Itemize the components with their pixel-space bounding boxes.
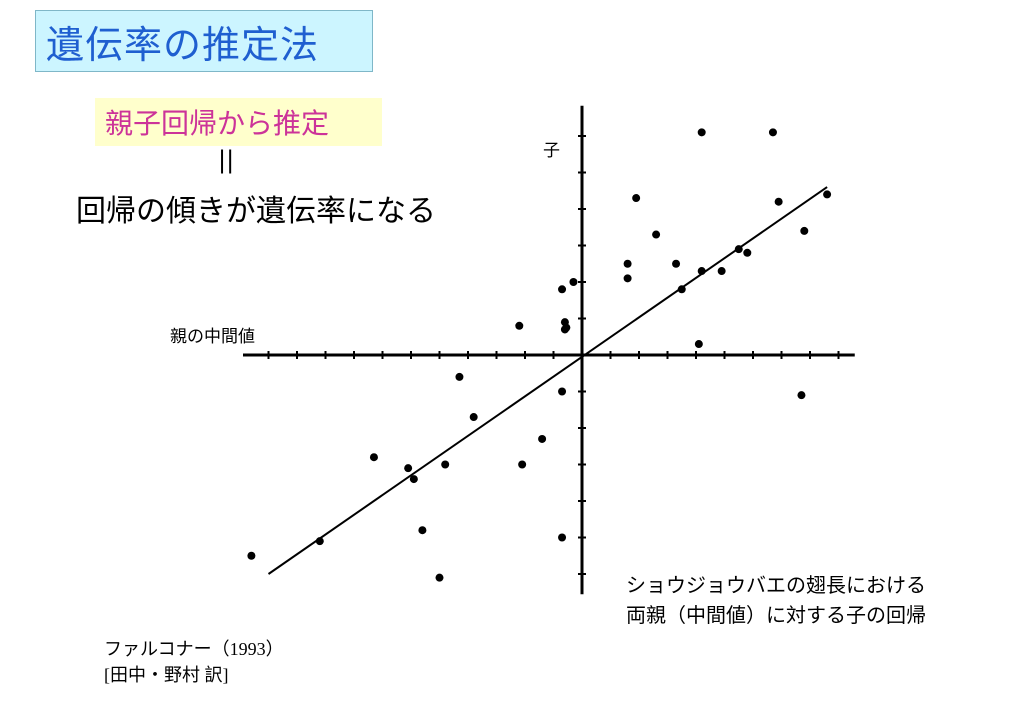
data-point	[694, 340, 703, 349]
data-point	[800, 226, 809, 235]
chart-ticks	[267, 135, 840, 575]
title-box: 遺伝率の推定法	[35, 10, 373, 72]
slide-title: 遺伝率の推定法	[46, 22, 320, 67]
source-author: ファルコナー（1993）	[104, 639, 284, 659]
slide-subtitle: 親子回帰から推定	[105, 107, 330, 140]
data-point	[774, 197, 783, 206]
data-point	[623, 274, 632, 283]
source-translator: [田中・野村 訳]	[104, 665, 229, 685]
data-point	[717, 267, 726, 276]
data-point	[315, 537, 324, 546]
data-point	[518, 460, 527, 469]
data-point	[441, 460, 450, 469]
data-point	[697, 267, 706, 276]
data-point	[435, 573, 444, 582]
data-point	[632, 194, 641, 203]
data-point	[797, 391, 806, 400]
data-point	[558, 285, 567, 294]
data-point	[677, 285, 686, 294]
data-point	[515, 321, 524, 330]
data-point	[418, 526, 427, 535]
figure-caption: ショウジョウバエの翅長における 両親（中間値）に対する子の回帰	[626, 570, 926, 630]
data-point	[672, 259, 681, 268]
data-point	[369, 453, 378, 462]
statement: 回帰の傾きが遺伝率になる	[76, 194, 436, 229]
x-axis-label: 親の中間値	[170, 327, 255, 347]
regression-group	[267, 186, 828, 575]
data-point	[569, 278, 578, 286]
data-point	[734, 245, 743, 254]
caption-line-1: ショウジョウバエの翅長における	[626, 573, 926, 597]
data-point	[623, 259, 632, 268]
data-point	[455, 372, 464, 381]
regression-line	[267, 186, 828, 575]
data-points	[247, 128, 832, 582]
data-point	[409, 475, 418, 484]
subtitle-box: 親子回帰から推定	[95, 98, 382, 146]
data-point	[469, 413, 478, 422]
data-point	[768, 128, 777, 137]
data-point	[558, 533, 567, 542]
data-point	[538, 434, 547, 443]
data-point	[823, 190, 832, 199]
data-point	[404, 464, 413, 473]
data-point	[743, 248, 752, 257]
data-point	[697, 128, 706, 137]
y-axis-label: 子	[543, 141, 560, 161]
data-point	[247, 551, 256, 560]
caption-line-2: 両親（中間値）に対する子の回帰	[626, 603, 926, 627]
data-point	[652, 230, 661, 239]
data-point	[562, 323, 571, 332]
chart-axes	[243, 105, 855, 595]
data-point	[558, 387, 567, 396]
source-citation: ファルコナー（1993） [田中・野村 訳]	[104, 636, 284, 688]
equals-sign: ||	[218, 146, 235, 174]
